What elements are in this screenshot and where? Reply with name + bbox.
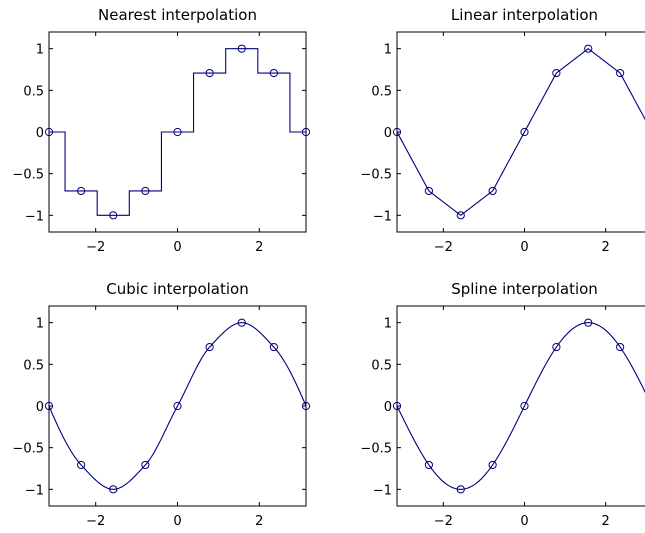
data-point <box>392 127 402 137</box>
x-tick-label: −2 <box>86 514 105 529</box>
data-point <box>520 127 529 137</box>
data-point <box>584 318 593 327</box>
x-tick-label: 0 <box>520 240 528 255</box>
y-tick-label: 1 <box>384 317 392 332</box>
data-point <box>44 401 54 411</box>
data-point <box>77 186 86 196</box>
y-tick-label: 0 <box>36 126 44 141</box>
data-point <box>424 186 433 196</box>
data-point <box>552 342 561 352</box>
y-tick-label: 0 <box>384 400 392 415</box>
x-tick-label: 0 <box>173 514 181 529</box>
data-point <box>205 342 214 352</box>
data-point <box>456 211 465 220</box>
x-tick-label: 2 <box>255 514 263 529</box>
data-point <box>269 68 278 78</box>
data-point <box>301 127 311 137</box>
y-tick-label: 1 <box>384 43 392 58</box>
y-tick-label: −0.5 <box>360 168 392 183</box>
y-tick-label: 0.5 <box>23 84 44 99</box>
data-point <box>520 401 529 411</box>
y-tick-label: 0 <box>36 400 44 415</box>
data-point <box>269 342 278 352</box>
data-point <box>77 460 86 470</box>
chart-panel-spline: −2 0 2 1 0.5 0 −0.5 −1 Spline interpolation <box>360 280 645 529</box>
data-point <box>456 485 465 494</box>
data-point <box>44 127 54 137</box>
data-point <box>616 342 625 352</box>
x-tick-label: −2 <box>434 240 453 255</box>
series-line <box>396 322 645 490</box>
x-tick-label: 2 <box>255 240 263 255</box>
y-tick-label: 0 <box>384 126 392 141</box>
y-tick-label: 0.5 <box>371 84 392 99</box>
x-tick-label: 2 <box>602 240 610 255</box>
data-point <box>488 186 497 196</box>
data-point <box>424 460 433 470</box>
data-point <box>237 318 246 327</box>
data-point <box>141 186 150 196</box>
data-point <box>109 211 118 220</box>
y-tick-label: −0.5 <box>12 168 44 183</box>
y-tick-label: −1 <box>25 209 44 224</box>
chart-panel-nearest: −2 0 2 1 0.5 0 −0.5 −1 Nearest interpolation <box>12 6 311 255</box>
chart-title: Spline interpolation <box>451 280 598 298</box>
y-tick-label: 1 <box>36 317 44 332</box>
x-tick-label: −2 <box>86 240 105 255</box>
x-tick-label: 0 <box>520 514 528 529</box>
data-point <box>392 401 402 411</box>
data-point <box>173 401 182 411</box>
data-point <box>205 68 214 78</box>
x-tick-label: 0 <box>173 240 181 255</box>
data-point <box>616 68 625 78</box>
data-point <box>141 460 150 470</box>
data-point <box>301 401 311 411</box>
y-tick-label: −1 <box>373 483 392 498</box>
y-tick-label: −0.5 <box>12 442 44 457</box>
y-tick-label: −1 <box>25 483 44 498</box>
y-tick-label: 0.5 <box>371 358 392 373</box>
series-line <box>49 48 306 216</box>
data-point <box>109 485 118 494</box>
y-tick-label: 0.5 <box>23 358 44 373</box>
chart-title: Cubic interpolation <box>106 280 248 298</box>
chart-panel-linear: −2 0 2 1 0.5 0 −0.5 −1 Linear interpolation <box>360 6 645 255</box>
chart-title: Linear interpolation <box>451 6 598 24</box>
y-tick-label: 1 <box>36 43 44 58</box>
series-line <box>396 47 645 217</box>
data-point <box>584 44 593 53</box>
data-point <box>173 127 182 137</box>
y-tick-label: −0.5 <box>360 442 392 457</box>
data-point <box>552 68 561 78</box>
y-tick-label: −1 <box>373 209 392 224</box>
chart-title: Nearest interpolation <box>98 6 257 24</box>
x-tick-label: −2 <box>434 514 453 529</box>
data-point <box>237 44 246 53</box>
series-line <box>48 322 307 490</box>
x-tick-label: 2 <box>602 514 610 529</box>
chart-panel-cubic: −2 0 2 1 0.5 0 −0.5 −1 Cubic interpolation <box>12 280 311 529</box>
data-point <box>488 460 497 470</box>
